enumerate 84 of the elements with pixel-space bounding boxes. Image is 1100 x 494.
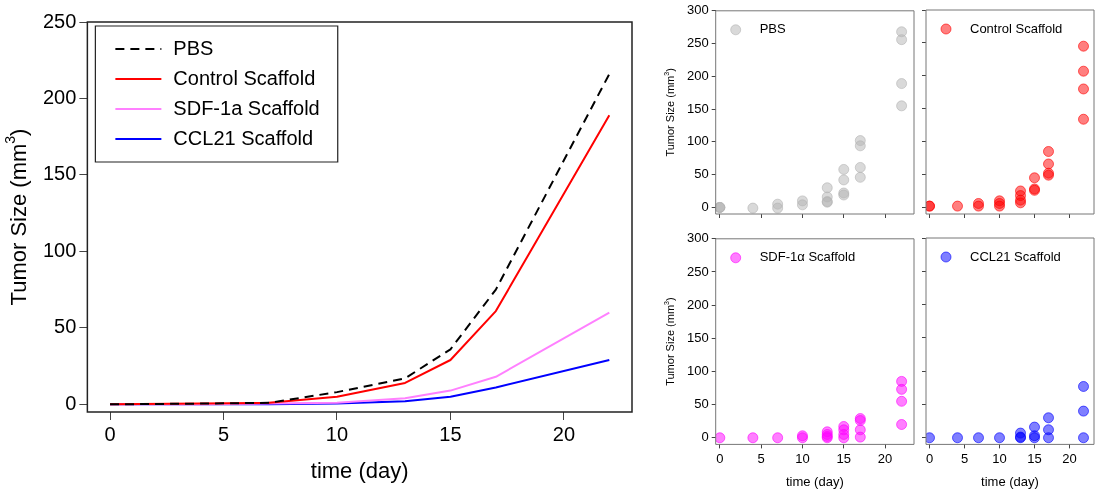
x-tick-label: 0 <box>104 422 116 445</box>
x-tick-label: 20 <box>552 422 576 445</box>
point <box>1078 65 1089 77</box>
x-tick-label: 15 <box>439 422 462 445</box>
x-tick-label: 15 <box>836 450 851 466</box>
point <box>772 202 784 214</box>
point <box>896 100 908 112</box>
point <box>854 431 866 443</box>
x-tick-label: 15 <box>1027 450 1042 466</box>
point <box>772 432 784 444</box>
point <box>1078 113 1089 125</box>
y-tick-label: 300 <box>686 2 709 18</box>
point <box>994 432 1005 444</box>
y-tick-label: 150 <box>686 100 709 116</box>
y-tick-label: 300 <box>686 230 709 246</box>
legend-label: CCL21 Scaffold <box>970 248 1061 264</box>
legend-label: PBS <box>759 21 787 37</box>
y-tick-label: 50 <box>694 166 709 182</box>
point <box>1078 40 1089 52</box>
legend-label: PBS <box>173 36 214 59</box>
y-tick-label: 150 <box>686 329 709 345</box>
x-tick-label: 10 <box>325 422 349 445</box>
point <box>926 432 935 444</box>
x-tick-label: 5 <box>960 450 969 466</box>
x-tick-label: 20 <box>877 450 893 466</box>
legend-label: CCL21 Scaffold <box>173 126 314 149</box>
y-tick-label: 200 <box>686 296 709 312</box>
point <box>896 78 908 90</box>
x-axis-title: time (day) <box>310 458 409 484</box>
x-tick-label: 10 <box>795 450 810 466</box>
point <box>1043 412 1054 424</box>
y-axis-title: Tumor Size (mm3) <box>2 128 32 306</box>
y-tick-label: 0 <box>701 199 709 215</box>
point <box>838 174 850 186</box>
legend-label: Control Scaffold <box>173 66 316 89</box>
x-axis-title: time (day) <box>785 473 844 489</box>
x-tick-label: 0 <box>925 450 934 466</box>
point <box>796 199 808 211</box>
y-tick-label: 250 <box>686 263 709 279</box>
point <box>896 395 908 407</box>
point <box>1029 421 1040 433</box>
y-tick-label: 200 <box>686 67 709 83</box>
legend-label: Control Scaffold <box>970 20 1063 36</box>
x-tick-label: 5 <box>757 450 765 466</box>
point <box>952 432 963 444</box>
point <box>1078 83 1089 95</box>
y-tick-label: 100 <box>686 363 709 379</box>
x-axis-title: time (day) <box>981 473 1039 489</box>
legend-label: SDF-1α Scaffold <box>759 249 856 265</box>
y-tick-label: 50 <box>54 315 77 338</box>
point <box>896 419 908 430</box>
point <box>973 432 984 444</box>
point <box>896 34 908 46</box>
point <box>1043 158 1054 170</box>
y-tick-label: 0 <box>65 391 77 414</box>
legend-label: SDF-1a Scaffold <box>173 96 320 119</box>
x-tick-label: 0 <box>716 450 724 466</box>
point <box>854 140 866 152</box>
y-tick-label: 50 <box>694 396 709 412</box>
point <box>1078 380 1089 392</box>
point <box>1043 432 1054 444</box>
point <box>854 171 866 183</box>
point <box>1078 405 1089 417</box>
point <box>1043 145 1054 157</box>
point <box>1078 432 1089 444</box>
x-tick-label: 10 <box>992 450 1007 466</box>
point <box>821 182 833 194</box>
y-tick-label: 250 <box>42 9 77 32</box>
point <box>747 202 759 214</box>
point <box>715 432 726 444</box>
point <box>952 200 963 212</box>
point <box>1029 172 1040 184</box>
y-tick-label: 150 <box>42 162 77 185</box>
point <box>838 163 850 175</box>
y-tick-label: 100 <box>42 238 77 261</box>
y-tick-label: 200 <box>42 85 77 108</box>
x-tick-label: 5 <box>217 422 230 445</box>
x-tick-label: 20 <box>1062 450 1077 466</box>
point <box>896 383 908 395</box>
y-tick-label: 250 <box>686 35 709 51</box>
y-tick-label: 100 <box>686 133 709 149</box>
point <box>838 432 850 444</box>
point <box>747 432 759 444</box>
point <box>854 161 866 173</box>
